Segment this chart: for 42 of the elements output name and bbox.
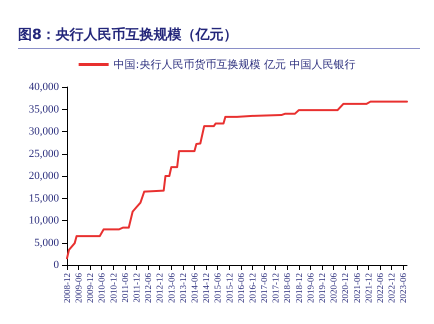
y-tick-label: 15,000 xyxy=(28,192,60,204)
x-tick-label: 2021-12 xyxy=(363,273,374,303)
chart-title: 图8：央行人民币互换规模（亿元） xyxy=(18,26,420,49)
x-tick-label: 2013-06 xyxy=(166,272,176,303)
y-tick-label: 10,000 xyxy=(28,214,60,226)
x-tick-label: 2012-06 xyxy=(143,272,154,303)
x-tick-label: 2011-12 xyxy=(132,273,142,303)
x-tick-label: 2017-12 xyxy=(270,273,281,303)
x-tick-label: 2010-06 xyxy=(96,272,107,303)
x-tick-label: 2014-12 xyxy=(201,273,212,303)
y-tick-label: 25,000 xyxy=(28,148,60,160)
x-tick-label: 2023-06 xyxy=(398,272,408,303)
x-tick-label: 2011-06 xyxy=(120,272,130,303)
x-tick-label: 2021-06 xyxy=(352,272,362,303)
x-tick-label: 2020-06 xyxy=(328,272,339,303)
x-tick-label: 2016-06 xyxy=(236,272,246,303)
x-tick-label: 2009-06 xyxy=(74,272,84,303)
x-tick-label: 2015-12 xyxy=(224,273,234,303)
x-tick-label: 2014-06 xyxy=(189,272,200,303)
x-tick-label: 2022-12 xyxy=(386,273,397,303)
y-tick-label: 35,000 xyxy=(28,103,60,116)
x-tick-label: 2019-12 xyxy=(317,273,327,303)
y-tick-label: 0 xyxy=(54,259,60,271)
y-tick-label: 5,000 xyxy=(34,236,60,249)
x-tick-label: 2017-06 xyxy=(259,272,270,303)
x-tick-label: 2018-06 xyxy=(282,272,292,303)
x-tick-label: 2009-12 xyxy=(85,273,96,303)
x-tick-label: 2015-06 xyxy=(212,272,223,303)
legend-label: 中国:央行人民币货币互换规模 亿元 中国人民银行 xyxy=(114,58,356,71)
y-tick-label: 40,000 xyxy=(28,81,60,93)
x-tick-label: 2008-12 xyxy=(62,273,72,303)
y-tick-label: 30,000 xyxy=(28,126,60,138)
x-tick-label: 2020-12 xyxy=(340,273,350,303)
line-series xyxy=(66,100,408,260)
x-tick-label: 2018-12 xyxy=(294,273,304,303)
x-tick-label: 2010-12 xyxy=(108,273,118,303)
x-tick-label: 2012-12 xyxy=(154,273,165,303)
y-tick-label: 20,000 xyxy=(28,170,60,182)
x-tick-label: 2019-06 xyxy=(305,272,316,303)
x-tick-label: 2016-12 xyxy=(247,273,258,303)
x-tick-label: 2022-06 xyxy=(374,272,385,303)
x-tick-label: 2013-12 xyxy=(178,273,188,303)
